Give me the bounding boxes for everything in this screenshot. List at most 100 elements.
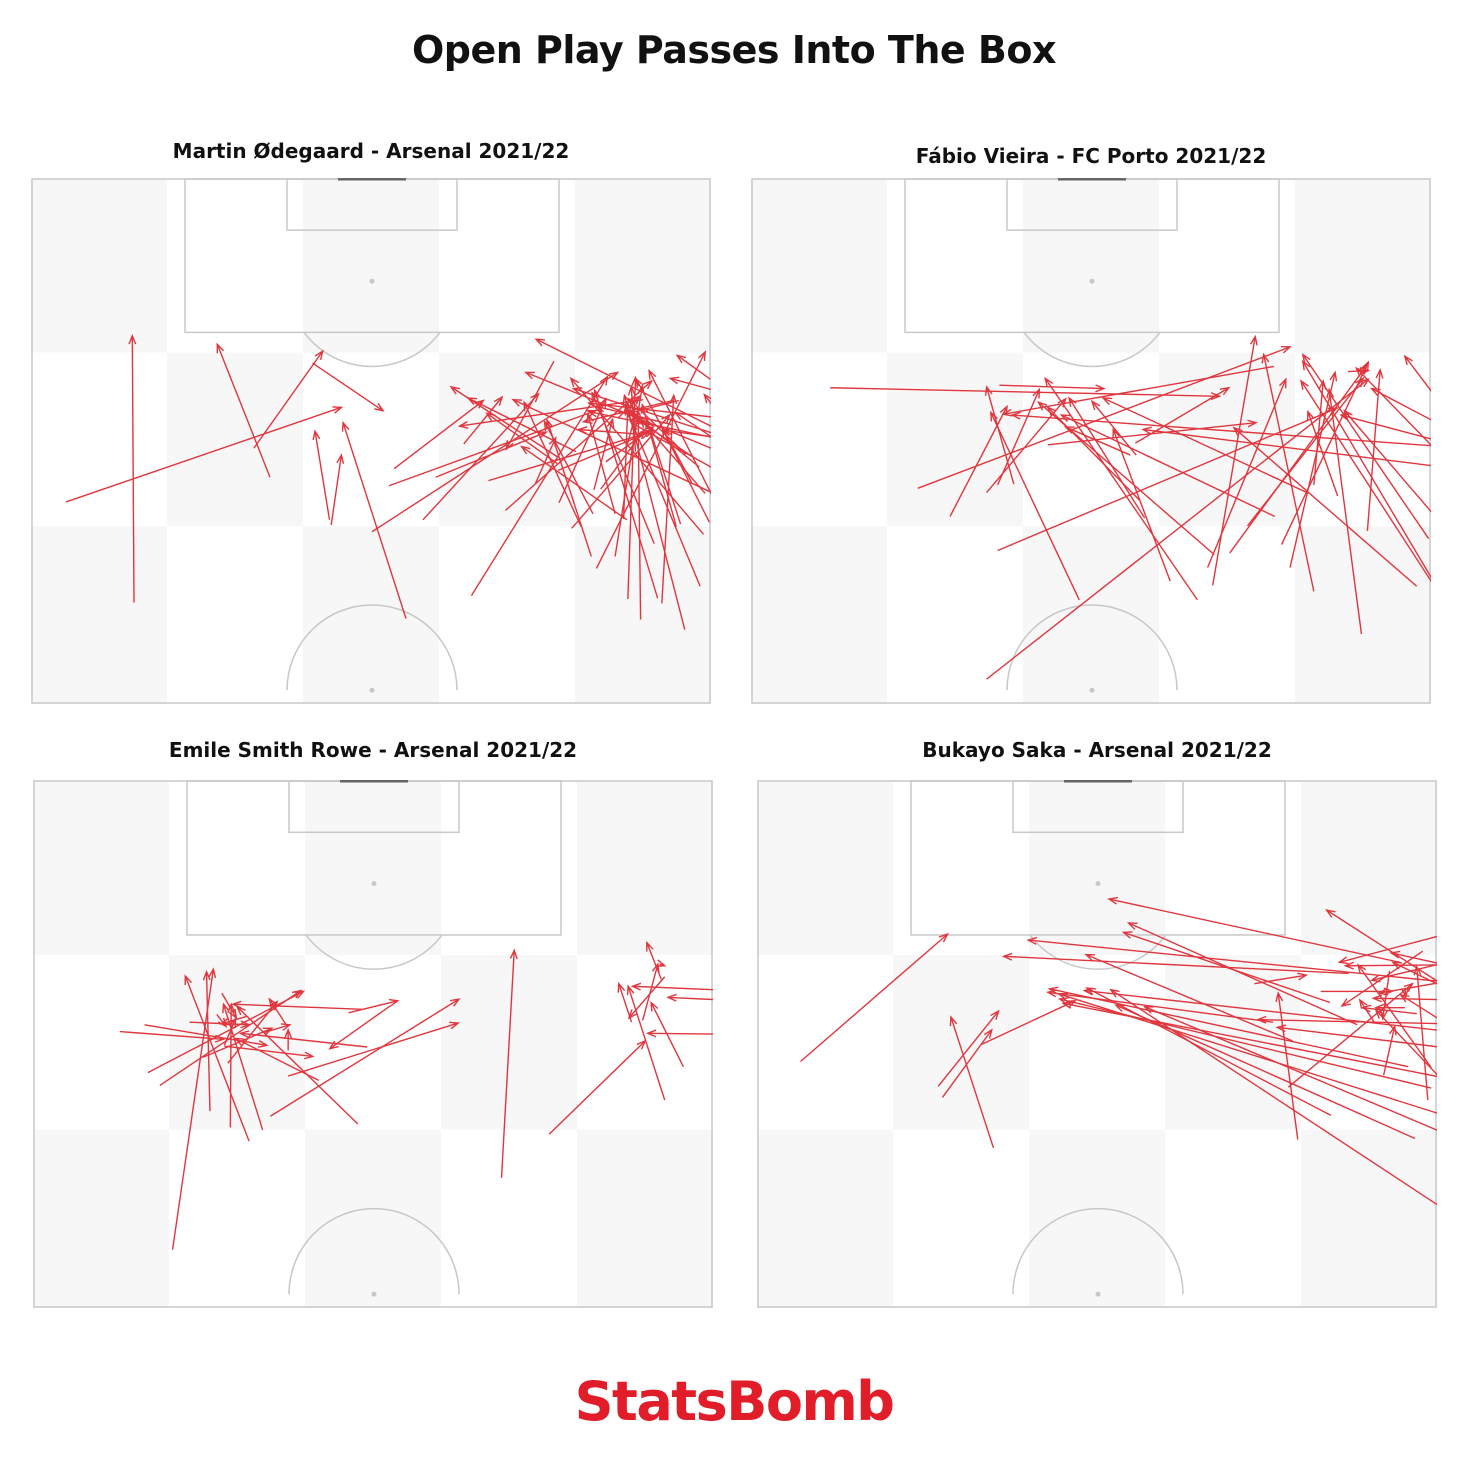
pass-arrowhead — [1247, 419, 1258, 428]
pass-line — [1382, 970, 1391, 1019]
pass-line — [1003, 365, 1275, 415]
pass-arrow — [1254, 972, 1309, 985]
pass-arrowhead — [1325, 909, 1336, 918]
pass-arrowhead — [1375, 367, 1384, 379]
pass-arrow — [1379, 970, 1391, 1021]
pass-line — [189, 1021, 250, 1026]
pass-line — [1128, 922, 1358, 1026]
pass-line — [227, 1001, 278, 1064]
pass-arrowhead — [1340, 998, 1351, 1007]
pass-line — [1277, 993, 1299, 1140]
pass-arrowhead — [1010, 411, 1021, 420]
pass-arrowhead — [1318, 379, 1327, 390]
pass-arrowhead — [651, 962, 660, 974]
penalty-arc — [1023, 331, 1161, 368]
pass-arrow — [202, 969, 211, 1112]
pass-arrow — [941, 1028, 993, 1098]
pitch-band — [757, 781, 893, 956]
pass-line — [1037, 401, 1215, 556]
pass-line — [393, 399, 484, 470]
pass-arrowhead — [591, 391, 599, 402]
pass-line — [171, 969, 215, 1250]
pass-arrowhead — [1361, 360, 1370, 372]
pass-line — [548, 1040, 646, 1135]
pass-arrow — [949, 1015, 995, 1149]
pass-arrow — [348, 998, 400, 1014]
pass-arrow — [1343, 961, 1437, 970]
pass-line — [650, 1002, 685, 1067]
pass-arrow — [1109, 988, 1437, 1206]
pass-arrowhead — [511, 398, 523, 407]
pass-arrowhead — [661, 413, 671, 424]
pass-arrowhead — [645, 1029, 657, 1038]
pass-arrowhead — [530, 392, 540, 403]
pass-arrowhead — [631, 375, 640, 387]
pass-arrowhead — [1126, 922, 1138, 930]
pitch-band — [305, 1129, 441, 1308]
pass-line — [504, 380, 653, 511]
pass-arrowhead — [1301, 352, 1311, 364]
centre-spot — [371, 1291, 377, 1297]
pass-arrow — [997, 387, 1041, 486]
pass-arrow — [231, 1000, 363, 1011]
pass-arrow — [216, 342, 271, 478]
pass-arrow — [470, 375, 609, 597]
pass-arrow — [703, 393, 711, 405]
pass-arrow — [500, 948, 518, 1178]
pass-arrow — [1382, 1024, 1397, 1076]
pass-line — [624, 406, 701, 587]
pass-arrow — [1360, 1004, 1417, 1015]
pass-arrowhead — [228, 1017, 237, 1028]
pass-arrowhead — [624, 404, 633, 416]
pass-arrowhead — [257, 1040, 269, 1048]
pass-arrow — [1143, 1006, 1437, 1131]
pass-arrow — [457, 398, 644, 429]
pass-arrowhead — [545, 418, 554, 430]
penalty-spot — [371, 881, 377, 887]
pass-arrow — [504, 379, 654, 511]
pass-arrowhead — [449, 385, 461, 395]
pass-line — [221, 992, 237, 1019]
pass-arrowhead — [1026, 936, 1038, 945]
pass-arrowhead — [284, 1028, 293, 1039]
pass-arrow — [1141, 426, 1431, 467]
pitch-band — [31, 352, 167, 527]
pass-line — [348, 1000, 398, 1014]
pass-line — [264, 1024, 291, 1034]
pass-line — [1345, 964, 1437, 967]
pitch-markings — [33, 780, 713, 1308]
pass-line — [647, 1032, 713, 1035]
pass-line — [1091, 400, 1137, 456]
pass-arrow — [312, 429, 331, 520]
pass-line — [1382, 1026, 1396, 1076]
pass-arrow — [221, 992, 238, 1020]
pass-arrowhead — [374, 402, 385, 412]
pass-arrow — [548, 1039, 647, 1135]
pass-arrowhead — [639, 417, 649, 428]
pass-arrowhead — [1358, 998, 1368, 1009]
pass-line — [1229, 365, 1368, 554]
pitch-band — [441, 1129, 577, 1308]
pass-arrowhead — [623, 401, 632, 412]
pass-arrowhead — [1403, 354, 1413, 366]
pass-arrow — [1301, 359, 1431, 579]
pass-arrow — [1101, 397, 1310, 495]
pass-arrowhead — [581, 416, 593, 424]
pass-arrowhead — [1326, 387, 1335, 399]
pass-arrowhead — [571, 387, 583, 395]
centre-spot — [369, 687, 375, 693]
pass-line — [1115, 1004, 1416, 1140]
pass-line — [1307, 411, 1339, 497]
pass-arrowhead — [1068, 396, 1077, 407]
pass-arrowhead — [332, 406, 344, 414]
pass-line — [637, 410, 642, 620]
pass-line — [287, 1022, 459, 1077]
pass-arrowhead — [1082, 987, 1094, 996]
pass-arrow — [1082, 987, 1437, 1031]
pass-arrow — [1371, 994, 1437, 1003]
pass-line — [224, 1045, 313, 1058]
pass-arrowhead — [1337, 956, 1349, 965]
pass-line — [205, 971, 211, 1112]
pitch-band — [33, 781, 169, 956]
pass-arrowhead — [629, 421, 641, 431]
